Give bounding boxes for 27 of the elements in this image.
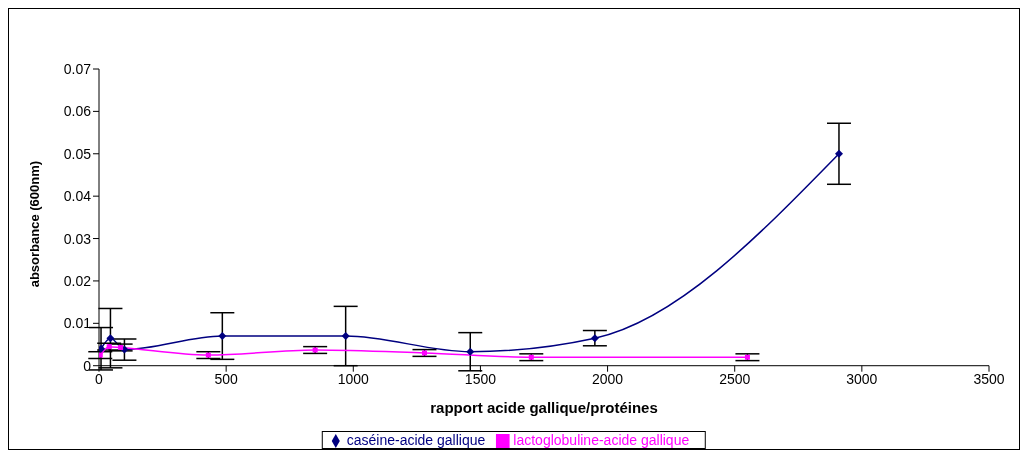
y-tick-label: 0.02 bbox=[63, 272, 92, 289]
x-axis-title: rapport acide gallique/protéines bbox=[430, 398, 658, 416]
y-tick-label: 0.01 bbox=[63, 315, 92, 332]
x-tick-label: 1500 bbox=[464, 370, 497, 387]
x-tick-label: 500 bbox=[214, 370, 239, 387]
point bbox=[590, 334, 599, 343]
y-tick-label: 0.07 bbox=[63, 60, 92, 77]
point bbox=[341, 332, 350, 341]
y-tick-label: 0.03 bbox=[63, 230, 92, 247]
x-tick-label: 2500 bbox=[719, 370, 751, 387]
y-tick-label: 0.05 bbox=[63, 145, 92, 162]
x-tick-label: 1000 bbox=[337, 370, 370, 387]
y-tick-label: 0.06 bbox=[63, 103, 92, 120]
point bbox=[99, 344, 106, 353]
legend-label: lactoglobuline-acide gallique bbox=[513, 431, 690, 448]
y-axis-title: absorbance (600nm) bbox=[26, 160, 42, 288]
point bbox=[466, 347, 475, 356]
x-tick-label: 3500 bbox=[973, 370, 1005, 387]
point bbox=[218, 332, 227, 341]
point bbox=[106, 334, 115, 343]
y-tick-label: 0 bbox=[83, 357, 92, 374]
point bbox=[834, 149, 843, 158]
x-tick-label: 2000 bbox=[591, 370, 624, 387]
x-tick-label: 0 bbox=[95, 370, 104, 387]
legend-label: caséine-acide gallique bbox=[346, 431, 486, 448]
x-tick-label: 3000 bbox=[846, 370, 878, 387]
y-tick-label: 0.04 bbox=[63, 188, 92, 205]
